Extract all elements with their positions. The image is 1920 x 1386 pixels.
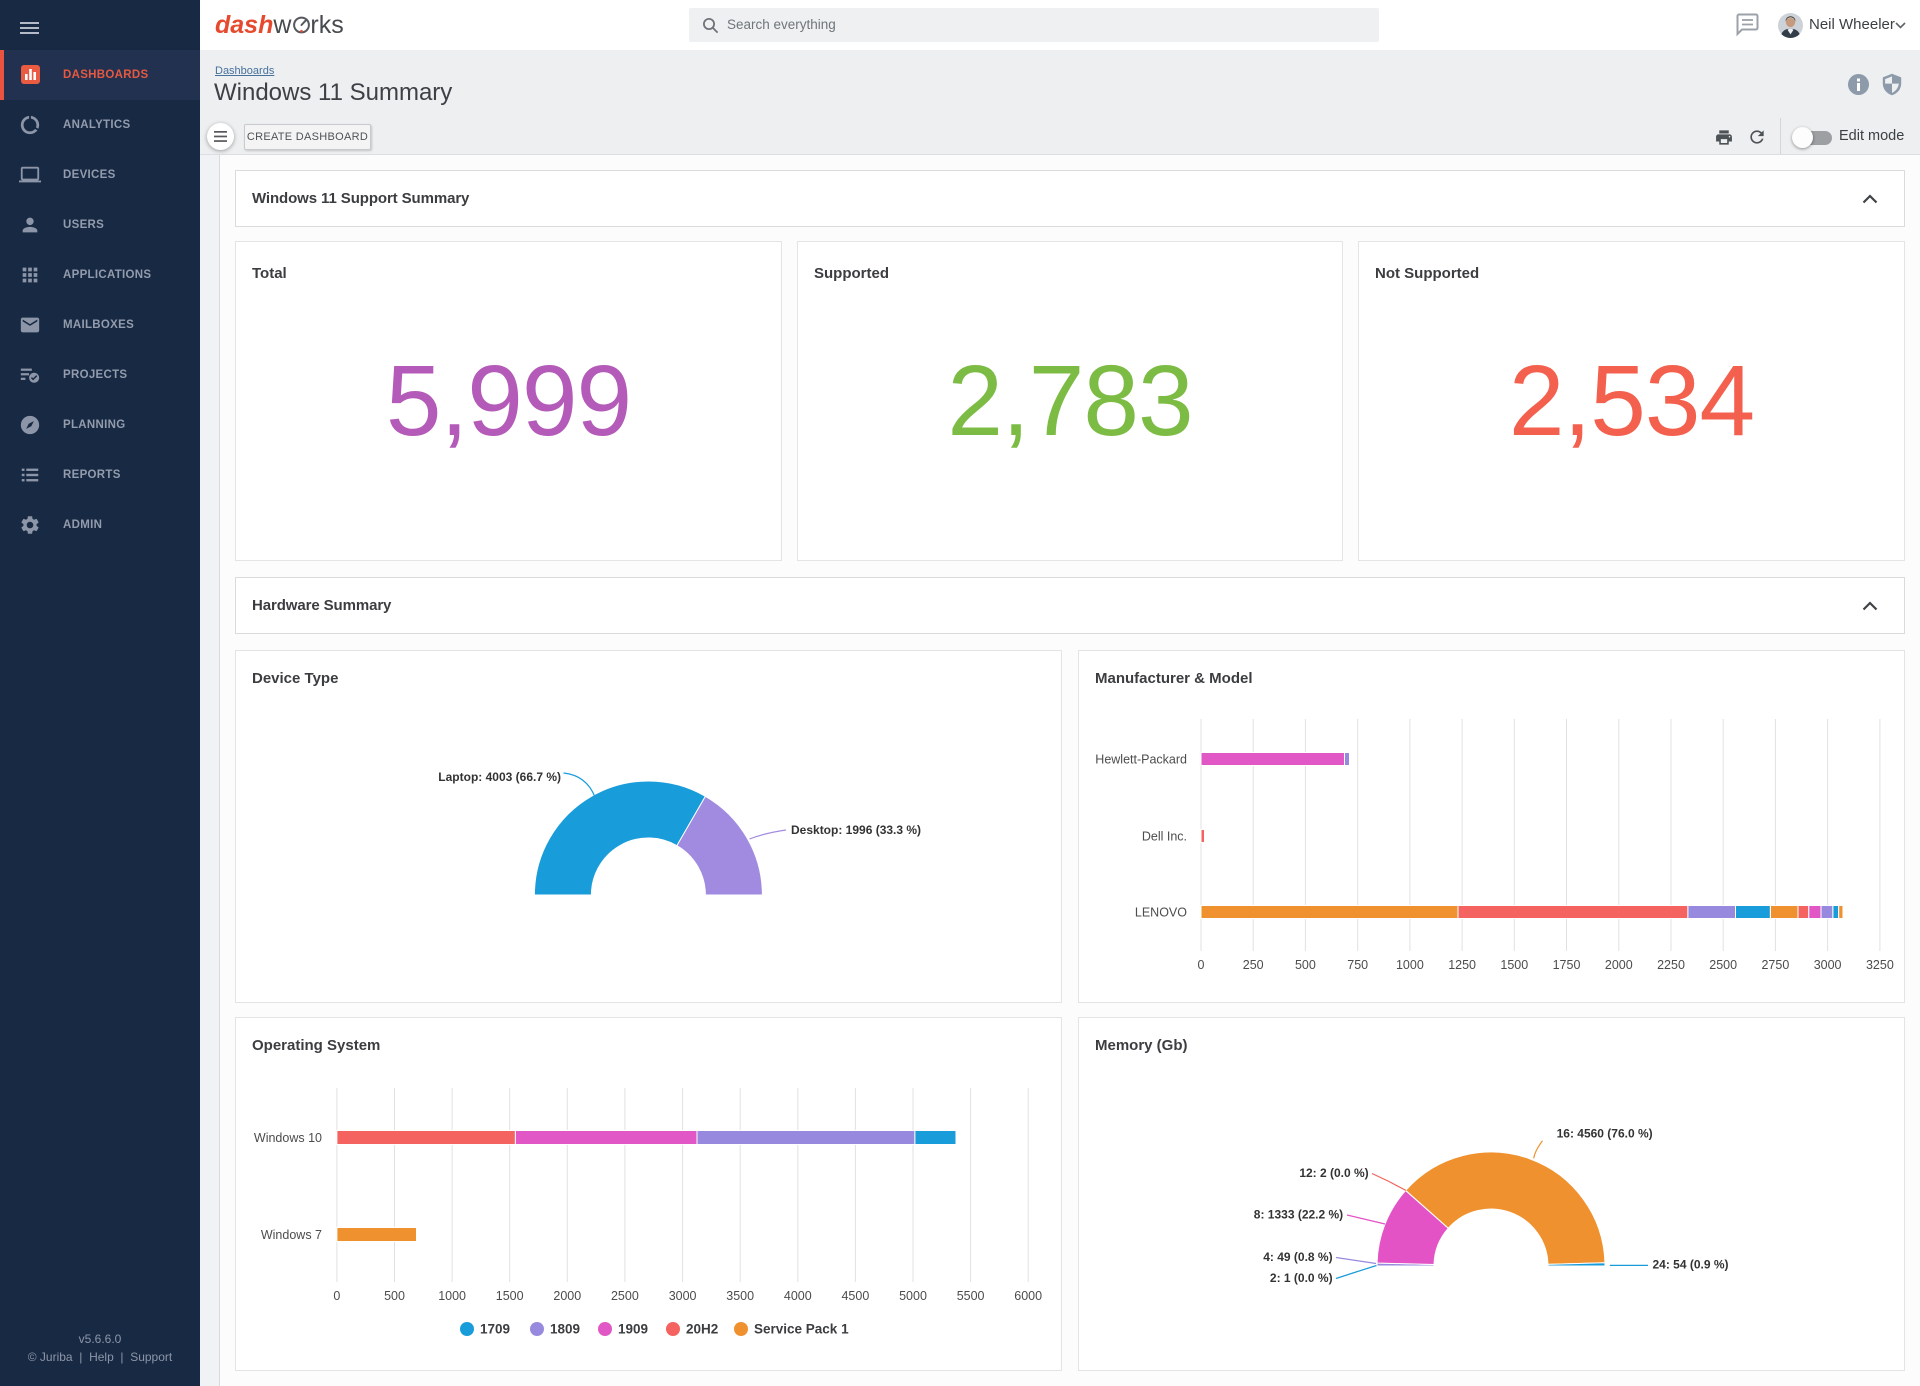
svg-text:Dell Inc.: Dell Inc. [1142, 830, 1187, 844]
svg-text:Windows 7: Windows 7 [261, 1228, 322, 1242]
svg-text:6000: 6000 [1014, 1289, 1042, 1303]
svg-text:1709: 1709 [480, 1322, 510, 1337]
svg-text:3000: 3000 [669, 1289, 697, 1303]
svg-text:0: 0 [1198, 958, 1205, 972]
svg-text:Hewlett-Packard: Hewlett-Packard [1095, 753, 1187, 767]
svg-text:500: 500 [1295, 958, 1316, 972]
svg-text:Service Pack 1: Service Pack 1 [754, 1322, 849, 1337]
svg-text:3250: 3250 [1866, 958, 1894, 972]
svg-text:4: 49 (0.8 %): 4: 49 (0.8 %) [1263, 1250, 1332, 1264]
svg-text:500: 500 [384, 1289, 405, 1303]
svg-text:1750: 1750 [1553, 958, 1581, 972]
svg-text:Windows 10: Windows 10 [254, 1131, 322, 1145]
svg-text:4000: 4000 [784, 1289, 812, 1303]
svg-text:1250: 1250 [1448, 958, 1476, 972]
svg-text:2000: 2000 [553, 1289, 581, 1303]
svg-text:24: 54 (0.9 %): 24: 54 (0.9 %) [1653, 1257, 1729, 1271]
svg-text:3000: 3000 [1814, 958, 1842, 972]
svg-text:2000: 2000 [1605, 958, 1633, 972]
svg-text:2500: 2500 [611, 1289, 639, 1303]
svg-text:2500: 2500 [1709, 958, 1737, 972]
svg-text:750: 750 [1347, 958, 1368, 972]
svg-text:0: 0 [333, 1289, 340, 1303]
svg-text:1000: 1000 [1396, 958, 1424, 972]
svg-text:1500: 1500 [1500, 958, 1528, 972]
svg-text:5500: 5500 [957, 1289, 985, 1303]
svg-text:8: 1333 (22.2 %): 8: 1333 (22.2 %) [1254, 1208, 1343, 1222]
svg-text:LENOVO: LENOVO [1135, 906, 1187, 920]
svg-text:20H2: 20H2 [686, 1322, 718, 1337]
svg-text:1909: 1909 [618, 1322, 648, 1337]
svg-text:2750: 2750 [1761, 958, 1789, 972]
svg-text:2: 1 (0.0 %): 2: 1 (0.0 %) [1270, 1271, 1333, 1285]
svg-text:1500: 1500 [496, 1289, 524, 1303]
svg-text:250: 250 [1243, 958, 1264, 972]
svg-text:1000: 1000 [438, 1289, 466, 1303]
svg-text:4500: 4500 [841, 1289, 869, 1303]
svg-text:Desktop: 1996 (33.3 %): Desktop: 1996 (33.3 %) [791, 823, 921, 837]
svg-text:5000: 5000 [899, 1289, 927, 1303]
svg-text:1809: 1809 [550, 1322, 580, 1337]
svg-text:2250: 2250 [1657, 958, 1685, 972]
svg-text:Laptop: 4003 (66.7 %): Laptop: 4003 (66.7 %) [438, 770, 561, 784]
svg-text:16: 4560 (76.0 %): 16: 4560 (76.0 %) [1557, 1127, 1653, 1141]
svg-text:12: 2 (0.0 %): 12: 2 (0.0 %) [1299, 1166, 1368, 1180]
svg-text:3500: 3500 [726, 1289, 754, 1303]
